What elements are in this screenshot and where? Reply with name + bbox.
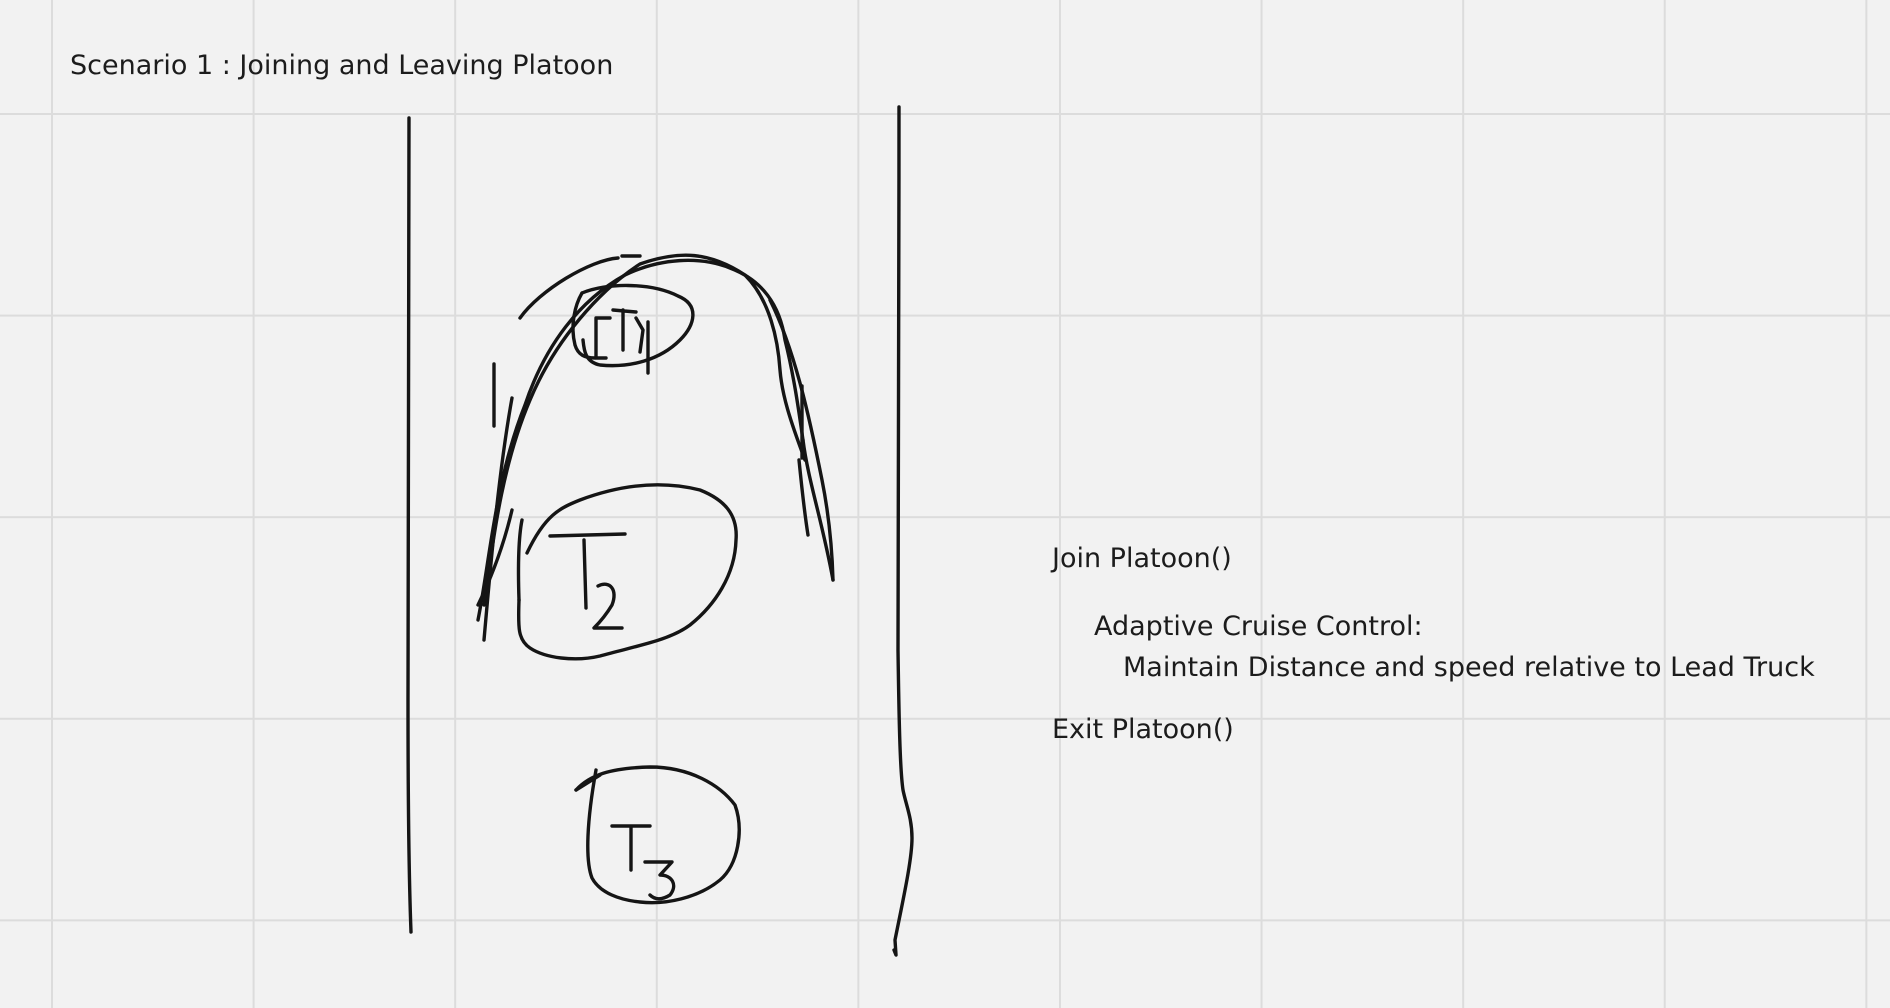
truck-t2-label: [548, 532, 627, 630]
truck-t1: [571, 283, 695, 375]
exit-platoon-note: Exit Platoon(): [1052, 714, 1234, 745]
maintain-distance-note: Maintain Distance and speed relative to …: [1123, 652, 1815, 683]
platoon-envelope: [476, 253, 835, 642]
road-right-edge: [892, 105, 914, 957]
adaptive-cruise-control-note: Adaptive Cruise Control:: [1094, 611, 1423, 642]
truck-t3: [574, 765, 741, 905]
join-platoon-note: Join Platoon(): [1052, 543, 1232, 574]
scenario-title: Scenario 1 : Joining and Leaving Platoon: [70, 50, 614, 81]
road-left-edge: [406, 116, 413, 934]
truck-t1-label: [594, 308, 650, 375]
truck-t3-label: [610, 824, 676, 901]
truck-t2: [516, 483, 738, 661]
